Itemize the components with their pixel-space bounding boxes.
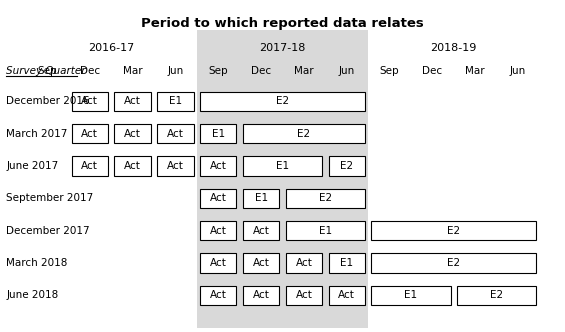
Text: E1: E1 [405, 290, 418, 300]
FancyBboxPatch shape [72, 156, 108, 176]
Text: E1: E1 [340, 258, 353, 268]
Text: 2017-18: 2017-18 [259, 43, 306, 53]
FancyBboxPatch shape [115, 124, 151, 143]
FancyBboxPatch shape [72, 92, 108, 111]
Text: E1: E1 [319, 226, 332, 236]
Text: Mar: Mar [123, 65, 142, 75]
Text: E2: E2 [319, 193, 332, 204]
FancyBboxPatch shape [457, 286, 536, 305]
Text: E2: E2 [447, 258, 460, 268]
Text: Dec: Dec [422, 65, 442, 75]
Text: Act: Act [210, 226, 227, 236]
Text: 2016-17: 2016-17 [88, 43, 134, 53]
Text: Sep: Sep [208, 65, 228, 75]
FancyBboxPatch shape [197, 30, 368, 332]
Text: Sep: Sep [37, 65, 57, 75]
FancyBboxPatch shape [243, 156, 322, 176]
FancyBboxPatch shape [286, 221, 365, 240]
FancyBboxPatch shape [371, 286, 450, 305]
FancyBboxPatch shape [243, 253, 279, 273]
Text: E2: E2 [297, 128, 311, 139]
FancyBboxPatch shape [72, 124, 108, 143]
Text: E1: E1 [169, 96, 182, 106]
FancyBboxPatch shape [115, 156, 151, 176]
FancyBboxPatch shape [243, 124, 365, 143]
Text: Act: Act [295, 258, 312, 268]
Text: E2: E2 [276, 96, 289, 106]
FancyBboxPatch shape [286, 189, 365, 208]
Text: E1: E1 [212, 128, 225, 139]
Text: Act: Act [253, 226, 270, 236]
FancyBboxPatch shape [243, 189, 279, 208]
Text: March 2018: March 2018 [6, 258, 68, 268]
FancyBboxPatch shape [200, 221, 237, 240]
FancyBboxPatch shape [157, 92, 194, 111]
FancyBboxPatch shape [328, 156, 365, 176]
FancyBboxPatch shape [115, 92, 151, 111]
Text: Act: Act [210, 290, 227, 300]
FancyBboxPatch shape [200, 286, 237, 305]
Text: Dec: Dec [80, 65, 100, 75]
Text: Act: Act [124, 128, 141, 139]
Text: Act: Act [295, 290, 312, 300]
Text: E2: E2 [447, 226, 460, 236]
Text: September 2017: September 2017 [6, 193, 94, 204]
Text: Act: Act [81, 128, 98, 139]
Text: Act: Act [81, 96, 98, 106]
Text: Dec: Dec [251, 65, 271, 75]
FancyBboxPatch shape [157, 156, 194, 176]
Text: E2: E2 [340, 161, 353, 171]
FancyBboxPatch shape [328, 253, 365, 273]
FancyBboxPatch shape [200, 253, 237, 273]
FancyBboxPatch shape [328, 286, 365, 305]
Text: Act: Act [253, 258, 270, 268]
Text: Act: Act [124, 96, 141, 106]
FancyBboxPatch shape [243, 221, 279, 240]
Text: June 2018: June 2018 [6, 290, 59, 300]
Text: Jun: Jun [167, 65, 184, 75]
FancyBboxPatch shape [200, 124, 237, 143]
Text: Sep: Sep [380, 65, 399, 75]
Text: 2018-19: 2018-19 [431, 43, 477, 53]
Text: December 2017: December 2017 [6, 226, 90, 236]
Text: Jun: Jun [510, 65, 526, 75]
FancyBboxPatch shape [286, 253, 322, 273]
Text: Mar: Mar [294, 65, 314, 75]
FancyBboxPatch shape [157, 124, 194, 143]
Text: Mar: Mar [466, 65, 485, 75]
Text: Period to which reported data relates: Period to which reported data relates [141, 17, 424, 30]
Text: Act: Act [253, 290, 270, 300]
Text: Survey Quarter: Survey Quarter [6, 65, 86, 75]
Text: December 2016: December 2016 [6, 96, 90, 106]
FancyBboxPatch shape [200, 156, 237, 176]
Text: Act: Act [167, 161, 184, 171]
Text: E1: E1 [254, 193, 268, 204]
Text: Act: Act [210, 258, 227, 268]
Text: March 2017: March 2017 [6, 128, 68, 139]
Text: Act: Act [81, 161, 98, 171]
FancyBboxPatch shape [286, 286, 322, 305]
Text: Jun: Jun [338, 65, 355, 75]
Text: June 2017: June 2017 [6, 161, 59, 171]
Text: Act: Act [338, 290, 355, 300]
Text: Act: Act [210, 193, 227, 204]
FancyBboxPatch shape [200, 189, 237, 208]
Text: Act: Act [167, 128, 184, 139]
FancyBboxPatch shape [371, 253, 536, 273]
Text: E2: E2 [490, 290, 503, 300]
FancyBboxPatch shape [200, 92, 365, 111]
Text: Act: Act [210, 161, 227, 171]
Text: Act: Act [124, 161, 141, 171]
Text: E1: E1 [276, 161, 289, 171]
FancyBboxPatch shape [371, 221, 536, 240]
FancyBboxPatch shape [243, 286, 279, 305]
